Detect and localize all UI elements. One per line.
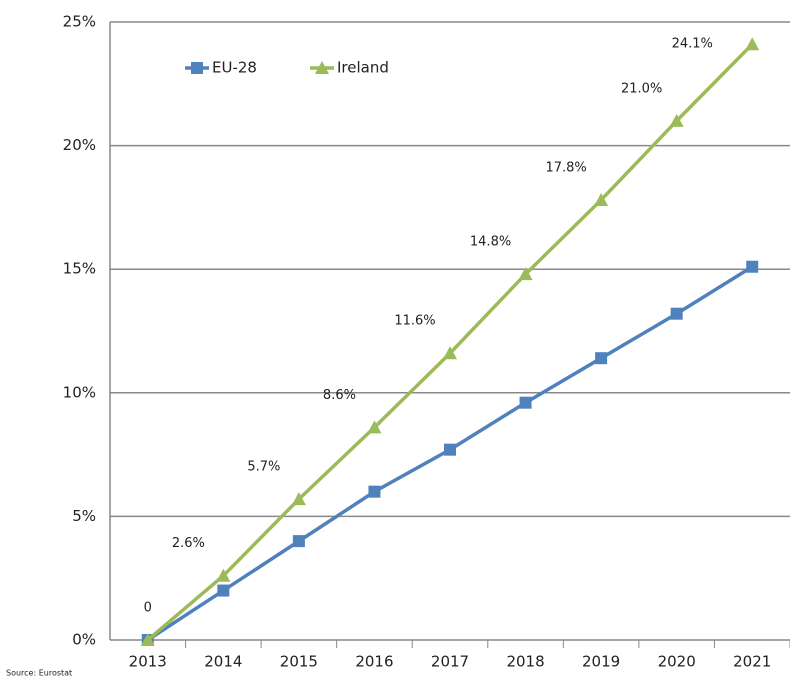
x-tick-label: 2018: [506, 653, 544, 671]
x-tick-label: 2016: [355, 653, 393, 671]
x-tick-label: 2013: [129, 653, 167, 671]
y-tick-label: 20%: [63, 136, 96, 154]
x-tick-label: 2020: [658, 653, 696, 671]
point: [746, 260, 759, 273]
data-label: 11.6%: [394, 314, 435, 329]
x-tick-label: 2017: [431, 653, 469, 671]
legend-label: EU-28: [212, 59, 257, 77]
legend-marker: [315, 61, 329, 74]
point: [745, 37, 760, 51]
series-line: [146, 43, 754, 642]
x-tick-label: 2021: [733, 653, 771, 671]
y-tick-label: 25%: [63, 13, 96, 31]
data-label: 21.0%: [621, 81, 662, 96]
point: [670, 307, 683, 320]
x-tick-label: 2014: [204, 653, 242, 671]
point: [140, 633, 155, 646]
legend-label: Ireland: [337, 59, 389, 77]
point: [519, 396, 532, 409]
point: [595, 352, 608, 365]
data-label: 17.8%: [545, 160, 586, 175]
point: [444, 443, 456, 456]
point: [368, 485, 381, 498]
y-tick-label: 5%: [72, 507, 96, 525]
point: [291, 492, 306, 506]
y-tick-label: 10%: [63, 383, 96, 401]
legend-marker: [191, 62, 203, 74]
point: [518, 267, 533, 281]
data-label: 24.1%: [672, 37, 713, 52]
source-note: Source: Eurostat: [6, 669, 72, 678]
y-tick-label: 15%: [63, 260, 96, 278]
data-label: 5.7%: [247, 460, 280, 475]
x-tick-label: 2019: [582, 653, 620, 671]
point: [292, 535, 305, 548]
point: [367, 420, 382, 434]
y-tick-label: 0%: [72, 631, 96, 649]
data-label: 8.6%: [323, 388, 356, 403]
point: [443, 346, 457, 360]
data-label: 14.8%: [470, 235, 511, 250]
data-label: 2.6%: [172, 536, 205, 551]
data-label: 0: [144, 601, 152, 616]
x-tick-label: 2015: [280, 653, 318, 671]
point: [217, 584, 230, 597]
point: [216, 568, 231, 582]
point: [669, 113, 684, 127]
point: [594, 192, 609, 206]
